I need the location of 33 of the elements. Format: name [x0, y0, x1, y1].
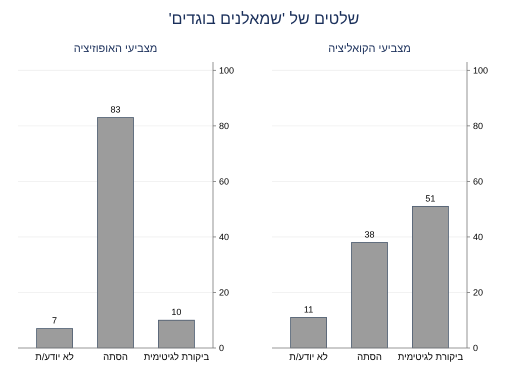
- bar: [351, 242, 388, 348]
- y-tick-label: 20: [219, 287, 230, 298]
- data-label: 38: [364, 229, 375, 240]
- x-tick-label: ביקורת לגיטימית: [398, 352, 464, 363]
- bar: [290, 317, 327, 348]
- y-tick-label: 100: [473, 65, 488, 76]
- y-tick-label: 60: [219, 176, 230, 186]
- y-tick-label: 80: [473, 120, 484, 131]
- y-tick-label: 100: [219, 65, 234, 76]
- y-tick-label: 80: [219, 120, 230, 131]
- bar: [412, 206, 449, 348]
- x-tick-label: לא יודע/ת: [289, 352, 328, 363]
- x-tick-label: לא יודע/ת: [35, 352, 74, 363]
- data-label: 10: [171, 307, 182, 318]
- chart-title: מצביעי האופוזיציה: [74, 43, 158, 55]
- y-tick-label: 0: [219, 343, 224, 353]
- x-tick-label: הסתה: [357, 352, 382, 363]
- y-tick-label: 0: [473, 343, 478, 353]
- x-tick-label: הסתה: [103, 352, 128, 363]
- y-tick-label: 60: [473, 176, 484, 186]
- y-tick-label: 40: [219, 232, 230, 242]
- data-label: 7: [52, 316, 58, 326]
- y-tick-label: 40: [473, 232, 484, 242]
- x-tick-label: ביקורת לגיטימית: [144, 352, 210, 363]
- bar: [97, 117, 134, 348]
- data-label: 11: [304, 304, 314, 314]
- bar: [36, 328, 73, 348]
- data-label: 83: [110, 104, 121, 115]
- text: שלטים של 'שמאלנים בוגדים': [168, 10, 360, 28]
- data-label: 51: [425, 193, 436, 204]
- bar: [158, 320, 195, 348]
- chart-title: מצביעי הקואליציה: [328, 43, 411, 55]
- y-tick-label: 20: [473, 287, 484, 298]
